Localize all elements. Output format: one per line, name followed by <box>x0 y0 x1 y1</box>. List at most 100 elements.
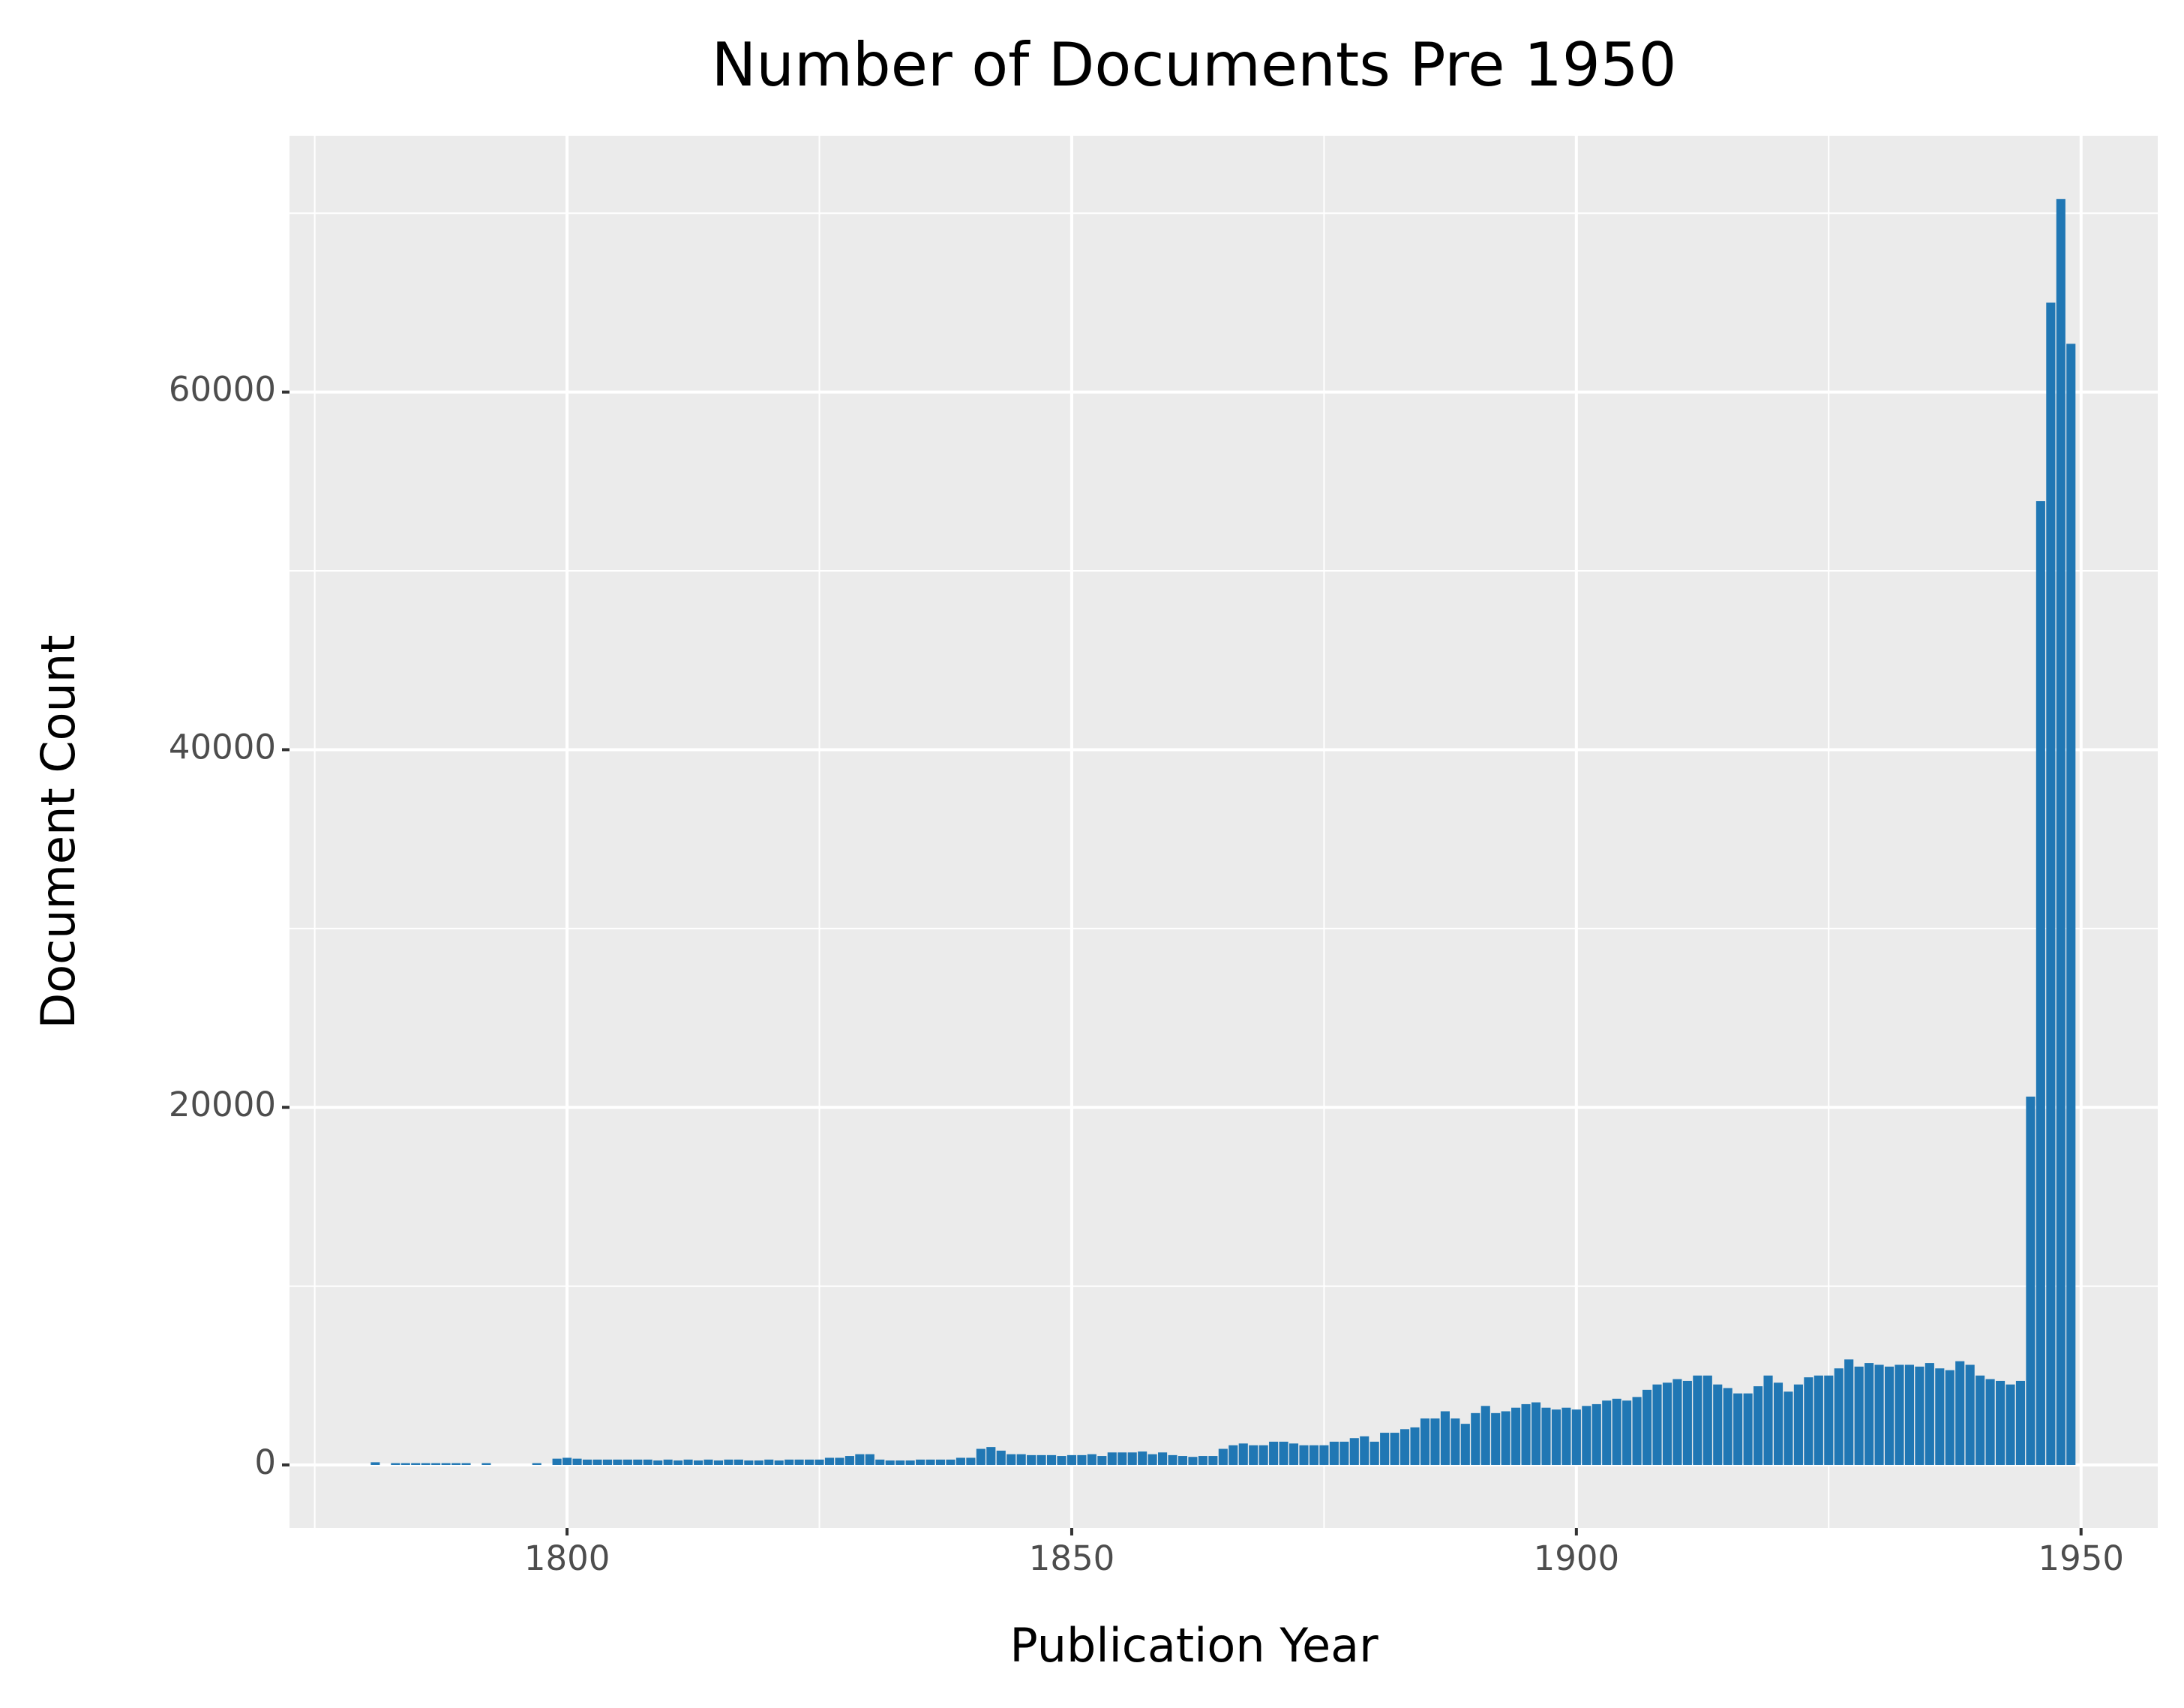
bar <box>1178 1456 1188 1465</box>
bar <box>1410 1427 1420 1465</box>
bar <box>1288 1443 1299 1465</box>
bar <box>1258 1445 1268 1465</box>
bar <box>1754 1386 1763 1465</box>
bar <box>824 1457 835 1465</box>
bar <box>1602 1400 1612 1465</box>
bar <box>1854 1366 1864 1465</box>
bar <box>1269 1441 1279 1465</box>
bar <box>1057 1456 1066 1465</box>
bar <box>663 1459 673 1465</box>
bar <box>582 1459 592 1465</box>
bar <box>1945 1370 1954 1465</box>
bar <box>1521 1403 1531 1465</box>
bar <box>734 1459 743 1465</box>
bar <box>683 1459 693 1465</box>
bar <box>1904 1364 1914 1465</box>
bar <box>2056 199 2066 1465</box>
bar <box>1702 1375 1712 1465</box>
bar <box>1249 1445 1258 1465</box>
bar <box>391 1463 400 1465</box>
bar <box>1884 1366 1894 1465</box>
bar <box>764 1459 774 1465</box>
bar <box>754 1460 764 1465</box>
bar <box>956 1457 965 1465</box>
bar <box>986 1447 996 1465</box>
bar <box>724 1459 734 1465</box>
bar <box>935 1459 946 1465</box>
bar <box>1450 1418 1460 1465</box>
bar <box>2036 501 2045 1465</box>
bar <box>1138 1451 1148 1465</box>
bar <box>1218 1448 1228 1465</box>
bar <box>2066 344 2076 1465</box>
bar <box>653 1460 663 1465</box>
bar <box>1996 1380 2006 1465</box>
bar <box>1976 1375 1985 1465</box>
bar <box>482 1463 491 1465</box>
bar <box>400 1463 410 1465</box>
bar <box>1551 1409 1561 1465</box>
bar <box>1955 1361 1965 1465</box>
bar <box>1612 1398 1622 1465</box>
bar <box>643 1459 652 1465</box>
x-tick-label: 1800 <box>524 1538 610 1578</box>
bar <box>2015 1380 2026 1465</box>
bar <box>1834 1368 1844 1465</box>
bar <box>1743 1393 1753 1465</box>
chart-title: Number of Documents Pre 1950 <box>711 30 1676 100</box>
bar <box>1006 1454 1016 1465</box>
y-tick-label: 0 <box>254 1442 276 1482</box>
bar <box>1471 1412 1480 1465</box>
bar <box>1279 1441 1288 1465</box>
bar <box>744 1460 754 1465</box>
bar <box>2026 1096 2036 1465</box>
bar <box>844 1456 854 1465</box>
bar <box>1844 1359 1854 1465</box>
bar <box>1107 1452 1117 1465</box>
bar <box>1440 1411 1450 1465</box>
bar <box>946 1459 956 1465</box>
bar <box>1066 1454 1077 1465</box>
bar <box>1562 1407 1571 1465</box>
bar <box>1309 1445 1319 1465</box>
bar <box>633 1459 643 1465</box>
bar <box>885 1460 895 1465</box>
bar <box>562 1457 572 1465</box>
bar <box>602 1459 612 1465</box>
bar <box>855 1454 865 1465</box>
bar <box>1016 1454 1026 1465</box>
bar <box>1127 1452 1137 1465</box>
bar <box>1632 1397 1642 1465</box>
bar <box>996 1450 1006 1465</box>
bar <box>431 1463 441 1465</box>
bar <box>835 1457 844 1465</box>
bar <box>622 1459 632 1465</box>
x-tick-label: 1950 <box>2038 1538 2124 1578</box>
y-tick-label: 40000 <box>169 727 276 767</box>
bar <box>704 1459 713 1465</box>
bar <box>1672 1379 1682 1465</box>
bar <box>1935 1368 1945 1465</box>
bar <box>1400 1429 1410 1465</box>
bar <box>1894 1364 1904 1465</box>
bar <box>1824 1375 1834 1465</box>
bar <box>1915 1366 1924 1465</box>
x-axis-title: Publication Year <box>1010 1618 1378 1673</box>
bar <box>1814 1375 1823 1465</box>
bar <box>532 1463 542 1465</box>
bar <box>976 1448 986 1465</box>
bar <box>1349 1438 1359 1465</box>
bar <box>1592 1403 1601 1465</box>
bar <box>1360 1436 1370 1465</box>
bar <box>1733 1393 1743 1465</box>
bar <box>1299 1445 1309 1465</box>
bar <box>1430 1418 1440 1465</box>
bar <box>674 1460 683 1465</box>
bar <box>1158 1452 1168 1465</box>
bar <box>1531 1402 1541 1465</box>
bar <box>966 1457 976 1465</box>
bar <box>1118 1452 1127 1465</box>
bar <box>1228 1445 1238 1465</box>
bar <box>613 1459 622 1465</box>
